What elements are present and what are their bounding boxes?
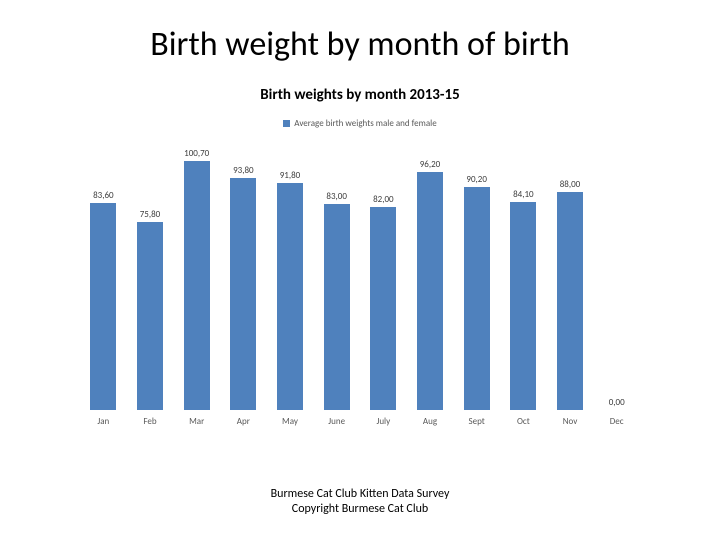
bar [137, 222, 163, 410]
bar-value-label: 82,00 [353, 194, 413, 205]
chart-legend: Average birth weights male and female [0, 118, 720, 129]
x-axis-label: June [313, 416, 360, 427]
bar [90, 203, 116, 410]
bar-value-label: 75,80 [120, 209, 180, 220]
chart-title: Birth weights by month 2013-15 [0, 86, 720, 104]
footer-line-1: Burmese Cat Club Kitten Data Survey [0, 487, 720, 503]
bar-value-label: 96,20 [400, 159, 460, 170]
x-axis-label: Aug [407, 416, 454, 427]
bar-value-label: 91,80 [260, 170, 320, 181]
bar-value-label: 84,10 [493, 189, 553, 200]
bar-value-label: 100,70 [167, 148, 227, 159]
slide: Birth weight by month of birth Birth wei… [0, 0, 720, 540]
bar [510, 202, 536, 410]
bar-value-label: 88,00 [540, 179, 600, 190]
x-axis-label: Jan [80, 416, 127, 427]
bars-container: 83,6075,80100,7093,8091,8083,0082,0096,2… [80, 150, 640, 410]
bar [370, 207, 396, 410]
bar [557, 192, 583, 410]
legend-label: Average birth weights male and female [294, 118, 436, 129]
legend-swatch [283, 120, 290, 127]
bar-chart: 83,6075,80100,7093,8091,8083,0082,0096,2… [80, 150, 640, 430]
x-axis-label: Oct [500, 416, 547, 427]
page-title: Birth weight by month of birth [0, 24, 720, 65]
x-axis-labels: JanFebMarAprMayJuneJulyAugSeptOctNovDec [80, 412, 640, 430]
bar [277, 183, 303, 410]
bar [417, 172, 443, 410]
footer-text: Burmese Cat Club Kitten Data Survey Copy… [0, 487, 720, 518]
bar [230, 178, 256, 410]
bar-value-label: 83,60 [73, 190, 133, 201]
x-axis-label: Feb [127, 416, 174, 427]
x-axis-label: May [267, 416, 314, 427]
x-axis-label: Mar [173, 416, 220, 427]
x-axis-label: Apr [220, 416, 267, 427]
x-axis-label: Nov [547, 416, 594, 427]
x-axis-label: Dec [593, 416, 640, 427]
bar-value-label: 90,20 [447, 174, 507, 185]
bar-value-label: 0,00 [587, 397, 647, 408]
bar [324, 204, 350, 410]
x-axis-label: Sept [453, 416, 500, 427]
x-axis-label: July [360, 416, 407, 427]
bar [464, 187, 490, 410]
bar [184, 161, 210, 410]
footer-line-2: Copyright Burmese Cat Club [0, 502, 720, 518]
